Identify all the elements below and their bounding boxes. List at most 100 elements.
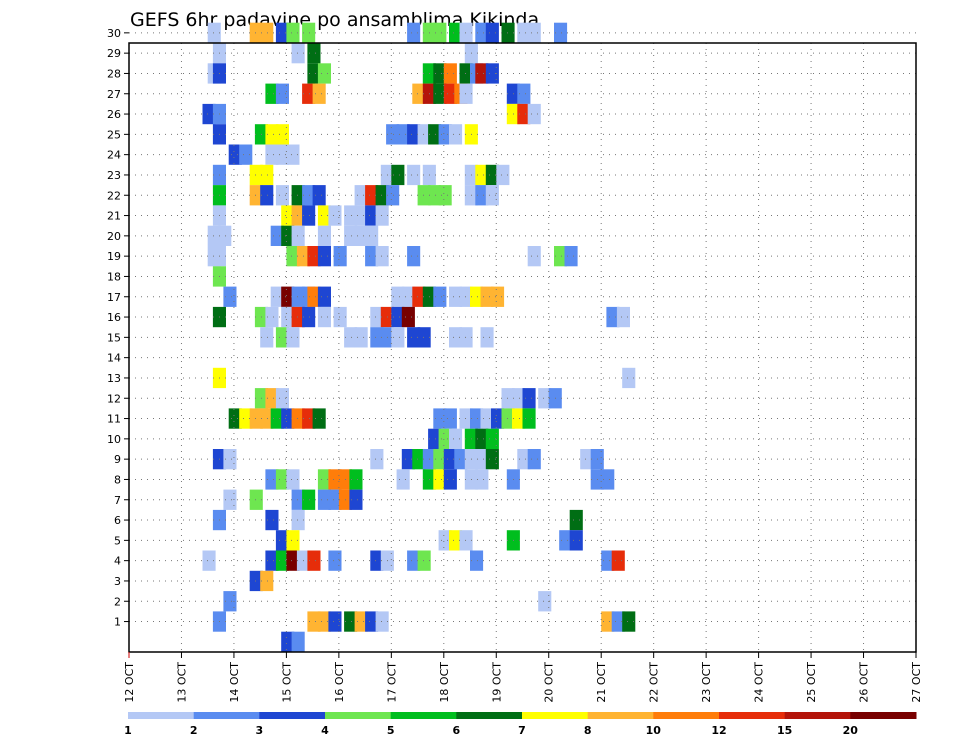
precip-cell	[459, 327, 473, 348]
precip-cell	[281, 408, 295, 429]
colorbar-label: 15	[777, 724, 792, 737]
precip-cell	[433, 286, 447, 307]
precip-cell	[407, 246, 421, 267]
precip-cell	[317, 225, 331, 246]
precip-cell	[491, 286, 505, 307]
precip-cell	[491, 408, 505, 429]
precip-cell	[622, 367, 636, 389]
precip-cell	[428, 428, 442, 449]
precip-cell	[375, 611, 389, 632]
precip-cell	[265, 144, 279, 165]
precip-cell	[449, 327, 463, 348]
precip-cell	[538, 591, 552, 612]
precip-cell	[522, 408, 536, 429]
y-tick-label: 10	[107, 433, 121, 446]
precip-cell	[485, 22, 499, 43]
precip-cell	[328, 611, 342, 632]
precip-cell	[485, 63, 499, 84]
x-tick-label: 13 OCT	[176, 662, 189, 703]
precip-cell	[275, 83, 289, 104]
precip-cell	[275, 22, 289, 43]
precip-cell	[239, 144, 253, 165]
precip-cell	[417, 124, 431, 145]
y-tick-label: 3	[114, 575, 121, 588]
y-axis: 1234567891011121314151617181920212223242…	[107, 27, 129, 629]
precip-cell	[275, 388, 289, 409]
colorbar-label: 6	[452, 724, 460, 737]
precip-cell	[512, 408, 526, 429]
x-tick-label: 24 OCT	[753, 662, 766, 703]
precip-cell	[438, 428, 452, 449]
precip-cell	[317, 469, 331, 490]
precip-cell	[281, 205, 295, 226]
precip-cell	[207, 225, 221, 246]
precip-cell	[265, 509, 279, 531]
precip-cell	[265, 550, 279, 571]
precip-cell	[265, 469, 279, 490]
precip-cell	[485, 185, 499, 206]
y-tick-label: 19	[107, 250, 121, 263]
precip-cell	[391, 306, 405, 328]
precip-cell	[512, 388, 526, 409]
precip-cell	[438, 124, 452, 145]
precip-cell	[375, 205, 389, 226]
colorbar-label: 20	[843, 724, 859, 737]
precip-cell	[433, 469, 447, 490]
precip-cell	[286, 327, 300, 348]
colorbar-legend: 1 2 3 4 5 6 7 8 10 12 15 20	[124, 712, 917, 737]
precip-cell	[344, 327, 358, 348]
precip-cell	[622, 611, 636, 632]
precip-cell	[443, 83, 457, 104]
precip-cell	[302, 205, 316, 226]
y-tick-label: 9	[114, 453, 121, 466]
precip-cell	[286, 22, 300, 43]
colorbar-swatch	[390, 712, 457, 719]
precip-cell	[312, 83, 326, 104]
precip-cell	[580, 449, 594, 470]
precip-cell	[391, 286, 405, 307]
precip-cell	[449, 530, 463, 551]
colorbar-label: 7	[518, 724, 526, 737]
precip-cell	[485, 449, 499, 470]
precip-cell	[344, 205, 358, 226]
precip-cell	[396, 124, 410, 145]
colorbar-label: 4	[321, 724, 329, 737]
precip-cell	[470, 408, 484, 429]
precip-cell	[228, 144, 242, 165]
precip-cell	[354, 611, 368, 632]
precip-cell	[202, 550, 216, 571]
precip-cell	[265, 306, 279, 328]
y-tick-label: 17	[107, 291, 121, 304]
precip-cell	[275, 144, 289, 165]
precip-cell	[527, 449, 541, 470]
precip-cell	[281, 286, 295, 307]
precip-cell	[328, 205, 342, 226]
precip-cell	[412, 286, 426, 307]
precip-cell	[317, 286, 331, 307]
precip-cell	[275, 530, 289, 551]
precip-cell	[417, 550, 431, 571]
precip-cell	[328, 469, 342, 490]
precip-cell	[228, 408, 242, 429]
precip-cell	[401, 306, 415, 328]
precip-cell	[433, 22, 447, 43]
x-tick-label: 12 OCT	[123, 662, 136, 703]
precip-cell	[527, 246, 541, 267]
y-tick-label: 25	[107, 128, 121, 141]
precip-cell	[307, 550, 321, 571]
precip-cell	[370, 327, 384, 348]
y-tick-label: 7	[114, 494, 121, 507]
y-tick-label: 11	[107, 413, 121, 426]
precip-cell	[459, 63, 473, 84]
precip-cell	[517, 103, 531, 125]
precip-cell	[218, 225, 232, 246]
precip-cell	[349, 489, 363, 510]
precip-cell	[449, 428, 463, 449]
colorbar-swatch	[587, 712, 654, 719]
precip-cell	[370, 306, 384, 328]
precip-cell	[286, 530, 300, 551]
precip-cell	[354, 185, 368, 206]
x-tick-label: 26 OCT	[858, 662, 871, 703]
y-tick-label: 18	[107, 270, 121, 283]
